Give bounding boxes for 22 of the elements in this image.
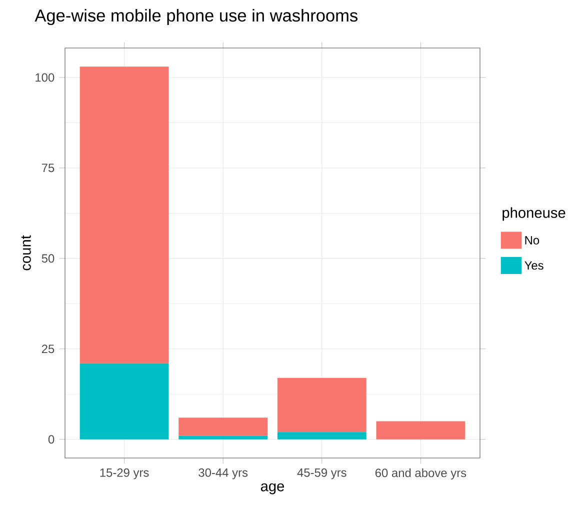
- x-tick-label: 45-59 yrs: [297, 468, 346, 480]
- x-tick-label: 60 and above yrs: [375, 468, 466, 480]
- bar: [178, 436, 268, 440]
- legend-title: phoneuse: [502, 207, 566, 221]
- bar: [80, 363, 169, 440]
- chart-title: Age-wise mobile phone use in washrooms: [34, 8, 358, 26]
- legend-label: No: [525, 236, 540, 244]
- y-tick-label: 0: [48, 435, 54, 444]
- x-tick-label: 30-44 yrs: [198, 468, 248, 480]
- bar: [277, 378, 366, 432]
- y-tick-label: 25: [42, 344, 54, 354]
- x-axis-title: age: [260, 483, 284, 494]
- y-tick-label: 100: [36, 73, 54, 82]
- bar: [277, 432, 366, 440]
- bar: [178, 418, 268, 436]
- y-tick-label: 75: [42, 164, 54, 172]
- bar: [80, 66, 169, 364]
- x-tick-label: 15-29 yrs: [100, 468, 149, 480]
- bar: [376, 421, 466, 440]
- y-tick-label: 50: [42, 254, 54, 263]
- y-axis-title: count: [21, 235, 31, 270]
- legend-label: Yes: [524, 261, 544, 270]
